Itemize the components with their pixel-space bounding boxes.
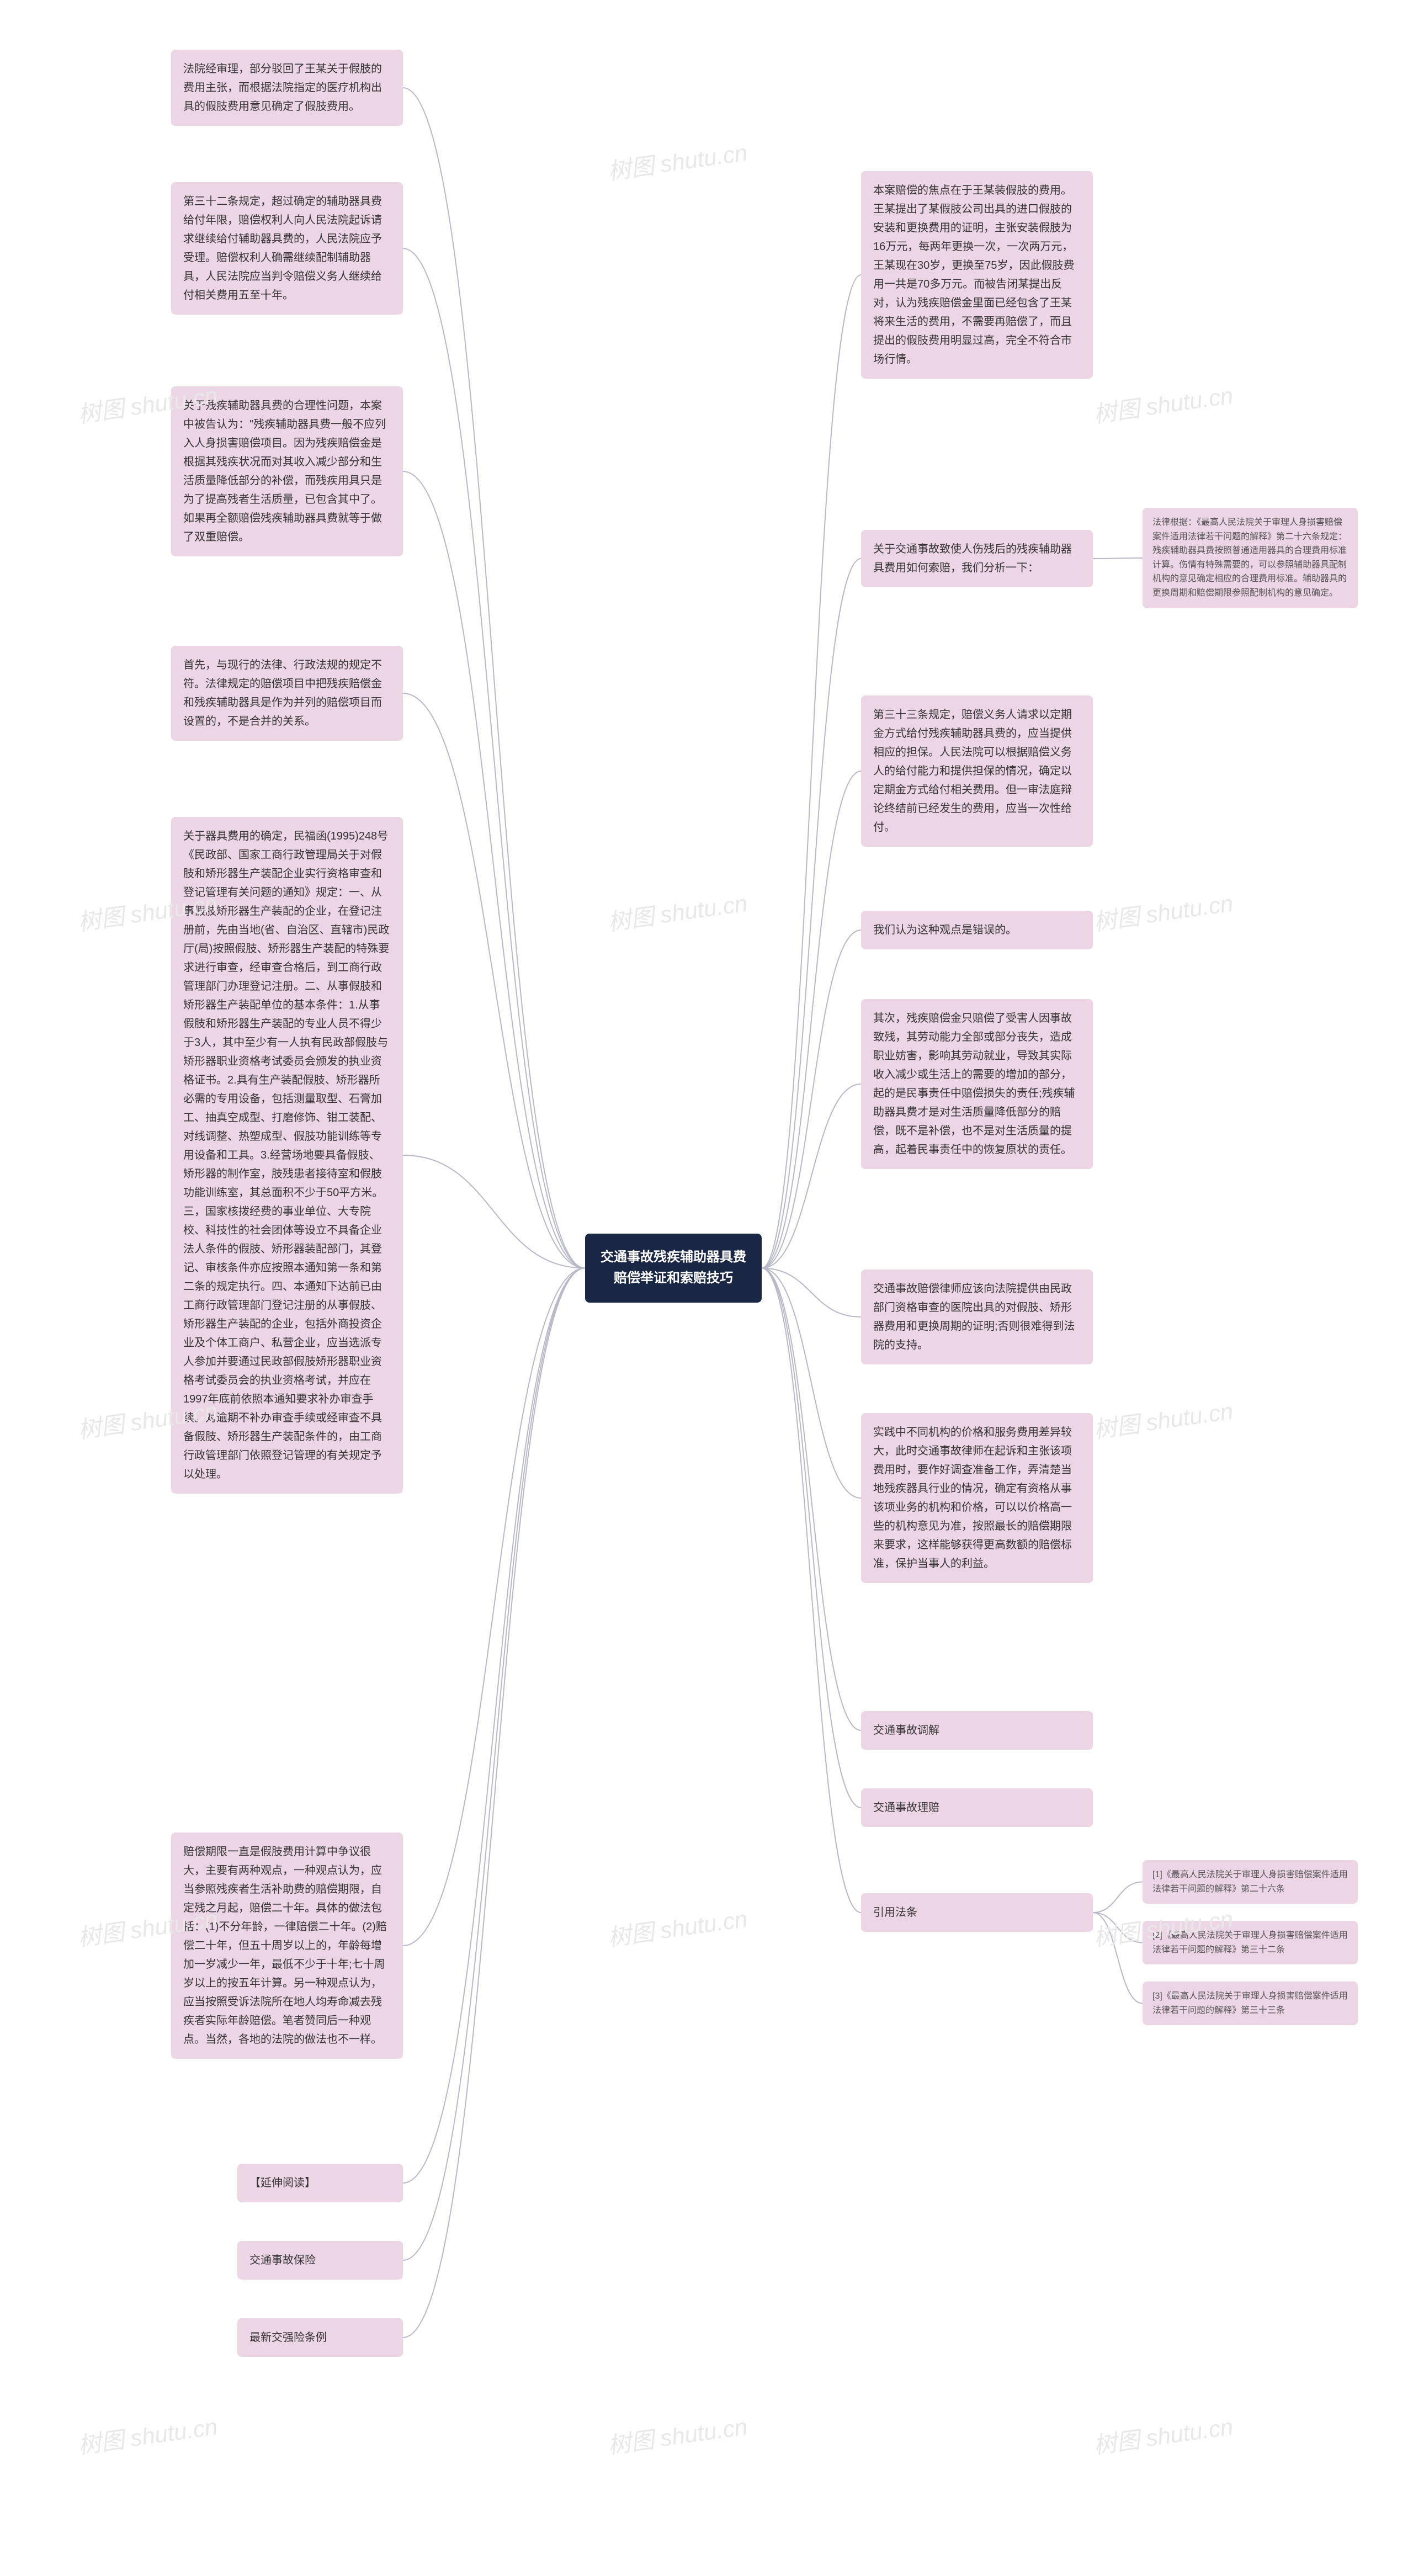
mindmap-node: 关于残疾辅助器具费的合理性问题，本案中被告认为："残疾辅助器具费一般不应列入人身… (171, 386, 403, 556)
mindmap-node: 交通事故理赔 (861, 1788, 1093, 1827)
watermark: 树图 shutu.cn (1091, 1393, 1235, 1446)
mindmap-node: [3]《最高人民法院关于审理人身损害赔偿案件适用法律若干问题的解释》第三十三条 (1143, 1982, 1358, 2025)
mindmap-node: 实践中不同机构的价格和服务费用差异较大，此时交通事故律师在起诉和主张该项费用时，… (861, 1413, 1093, 1583)
mindmap-node: 第三十三条规定，赔偿义务人请求以定期金方式给付残疾辅助器具费的，应当提供相应的担… (861, 695, 1093, 847)
watermark: 树图 shutu.cn (1091, 377, 1235, 430)
watermark: 树图 shutu.cn (1091, 885, 1235, 938)
mindmap-node: 【延伸阅读】 (237, 2164, 403, 2202)
mindmap-canvas: 交通事故残疾辅助器具费赔偿举证和索赔技巧 法院经审理，部分驳回了王某关于假肢的费… (0, 0, 1413, 2576)
mindmap-node: 赔偿期限一直是假肢费用计算中争议很大，主要有两种观点，一种观点认为，应当参照残疾… (171, 1833, 403, 2059)
watermark: 树图 shutu.cn (605, 1900, 749, 1953)
mindmap-node: 关于交通事故致使人伤残后的残疾辅助器具费用如何索赔，我们分析一下： (861, 530, 1093, 587)
mindmap-node: 交通事故赔偿律师应该向法院提供由民政部门资格审查的医院出具的对假肢、矫形器费用和… (861, 1270, 1093, 1364)
watermark: 树图 shutu.cn (76, 2408, 219, 2461)
mindmap-node: 本案赔偿的焦点在于王某装假肢的费用。王某提出了某假肢公司出具的进口假肢的安装和更… (861, 171, 1093, 379)
mindmap-node: 第三十二条规定，超过确定的辅助器具费给付年限，赔偿权利人向人民法院起诉请求继续给… (171, 182, 403, 315)
mindmap-node: 引用法条 (861, 1893, 1093, 1932)
mindmap-node: 关于器具费用的确定，民福函(1995)248号《民政部、国家工商行政管理局关于对… (171, 817, 403, 1494)
watermark: 树图 shutu.cn (605, 885, 749, 938)
mindmap-node: 其次，残疾赔偿金只赔偿了受害人因事故致残，其劳动能力全部或部分丧失，造成职业妨害… (861, 999, 1093, 1169)
watermark: 树图 shutu.cn (605, 134, 749, 187)
mindmap-node: 法院经审理，部分驳回了王某关于假肢的费用主张，而根据法院指定的医疗机构出具的假肢… (171, 50, 403, 126)
mindmap-node: 最新交强险条例 (237, 2318, 403, 2357)
mindmap-node: 交通事故保险 (237, 2241, 403, 2280)
mindmap-node: 法律根据：《最高人民法院关于审理人身损害赔偿案件适用法律若干问题的解释》第二十六… (1143, 508, 1358, 608)
watermark: 树图 shutu.cn (1091, 2408, 1235, 2461)
mindmap-node: 我们认为这种观点是错误的。 (861, 911, 1093, 949)
center-text: 交通事故残疾辅助器具费赔偿举证和索赔技巧 (601, 1250, 746, 1286)
center-node: 交通事故残疾辅助器具费赔偿举证和索赔技巧 (585, 1234, 762, 1303)
mindmap-node: [1]《最高人民法院关于审理人身损害赔偿案件适用法律若干问题的解释》第二十六条 (1143, 1860, 1358, 1904)
watermark: 树图 shutu.cn (605, 2408, 749, 2461)
mindmap-node: 交通事故调解 (861, 1711, 1093, 1750)
mindmap-node: [2]《最高人民法院关于审理人身损害赔偿案件适用法律若干问题的解释》第三十二条 (1143, 1921, 1358, 1964)
mindmap-node: 首先，与现行的法律、行政法规的规定不符。法律规定的赔偿项目中把残疾赔偿金和残疾辅… (171, 646, 403, 741)
